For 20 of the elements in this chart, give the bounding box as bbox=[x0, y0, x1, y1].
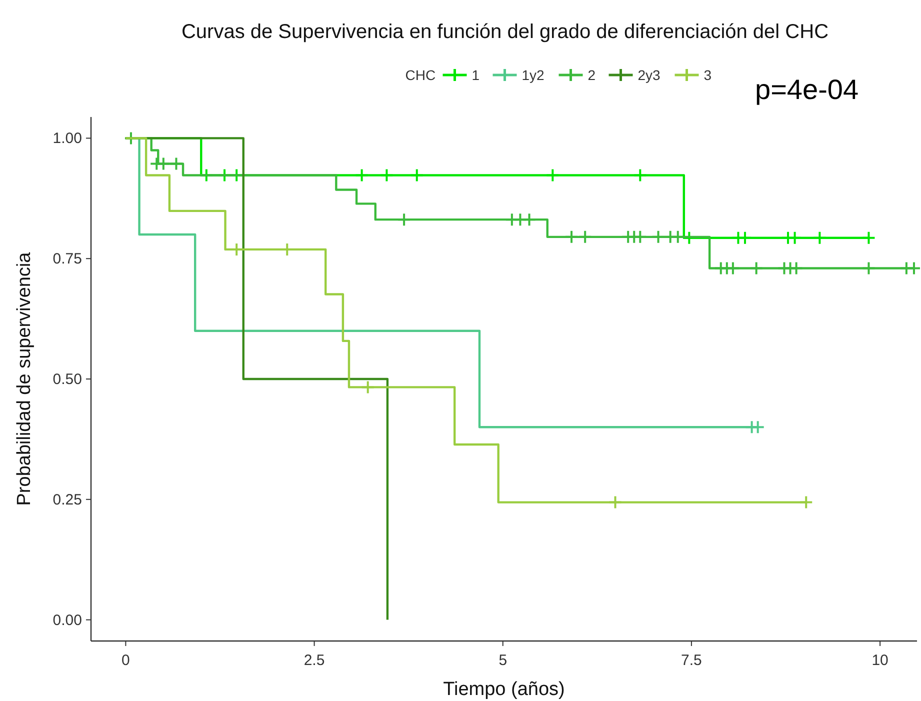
text: p=4e-04 bbox=[755, 74, 859, 105]
y-tick-label: 0.75 bbox=[52, 250, 82, 268]
x-tick-label: 10 bbox=[872, 652, 888, 669]
y-tick-label: 1.00 bbox=[52, 130, 82, 148]
legend-title: CHC bbox=[405, 67, 436, 83]
x-axis-title: Tiempo (años) bbox=[443, 679, 565, 700]
y-tick-label: 0.00 bbox=[52, 612, 82, 629]
x-tick-label: 5 bbox=[498, 652, 508, 669]
x-tick-label: 0 bbox=[122, 652, 130, 669]
y-tick-label: 0.50 bbox=[52, 371, 82, 388]
y-tick-label: 0.25 bbox=[52, 491, 82, 508]
chart-title: Curvas de Supervivencia en función del grado de diferenciación del CHC bbox=[181, 21, 829, 43]
y-axis-title: Probabilidad de supervivencia bbox=[14, 252, 35, 506]
legend-label: 2 bbox=[588, 67, 596, 83]
legend-label: 1y2 bbox=[522, 67, 545, 83]
x-tick-label: 7.5 bbox=[681, 652, 702, 669]
legend-label: 2y3 bbox=[638, 67, 661, 83]
legend-label: 3 bbox=[704, 67, 712, 83]
x-tick-label: 2.5 bbox=[304, 652, 325, 669]
legend-label: 1 bbox=[472, 67, 480, 83]
